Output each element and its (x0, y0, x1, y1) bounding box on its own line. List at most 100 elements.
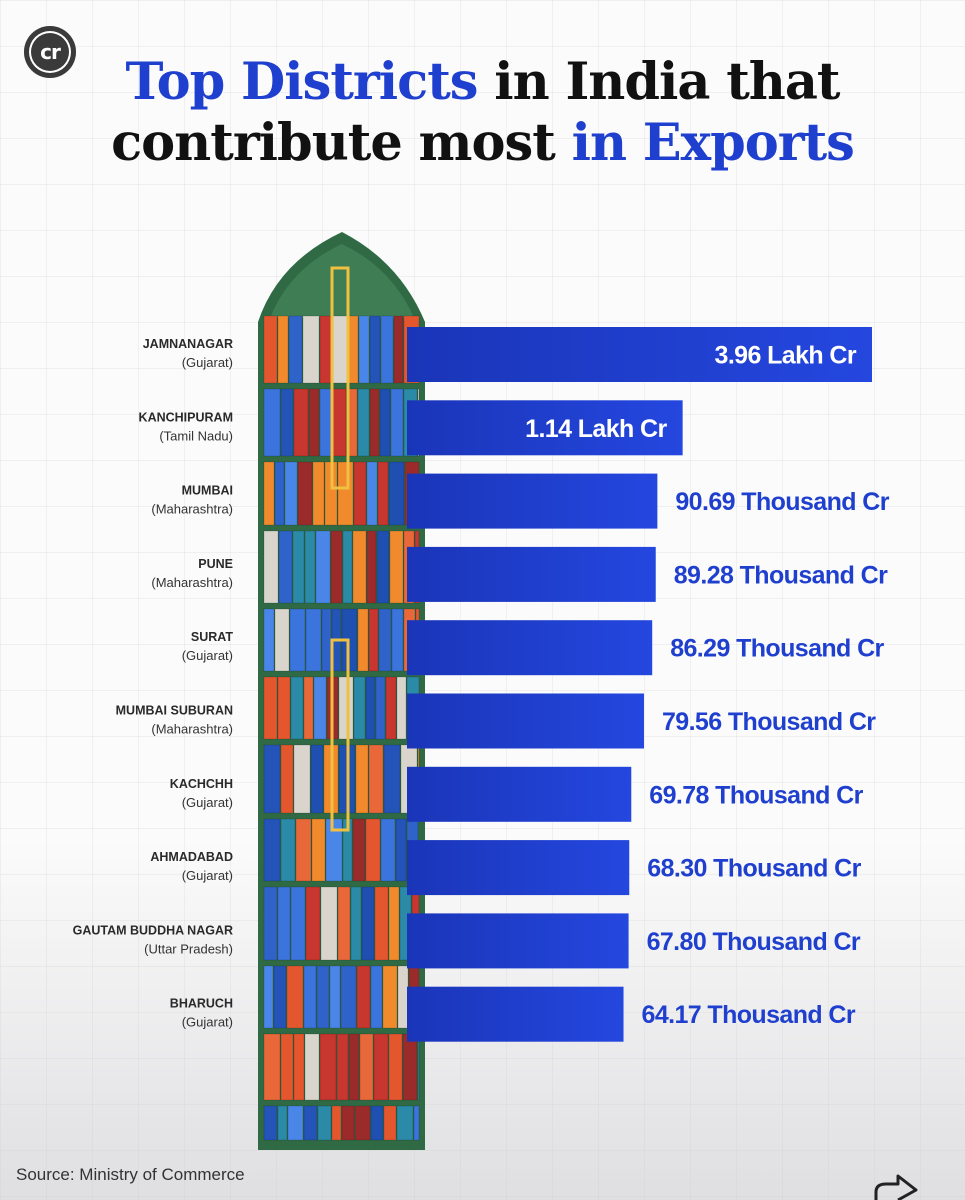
ship-container (352, 818, 366, 882)
ship-container (303, 676, 314, 740)
district-state-9: (Uttar Pradesh) (144, 941, 233, 956)
ship-container (303, 965, 317, 1029)
ship-container (325, 818, 343, 882)
district-state-7: (Gujarat) (182, 795, 233, 810)
ship-container (388, 461, 405, 526)
ship-container (278, 530, 293, 604)
ship-container (417, 1033, 420, 1101)
ship-container (263, 818, 281, 882)
ship-container (263, 965, 274, 1029)
ship-crane (330, 266, 350, 490)
page-title: Top Districts in India that contribute mo… (0, 52, 965, 174)
ship-container (293, 744, 311, 814)
ship-container (293, 1033, 305, 1101)
ship-container (383, 1105, 397, 1141)
share-icon[interactable] (872, 1170, 932, 1200)
ship-container (321, 608, 332, 672)
ship-container (365, 818, 381, 882)
ship-container (320, 886, 338, 961)
district-name-4: PUNE (198, 557, 233, 571)
ship-container (361, 886, 375, 961)
bar-value-label-7: 69.78 Thousand Cr (649, 781, 863, 809)
ship-container (305, 886, 321, 961)
ship-container (317, 1105, 332, 1141)
ship-container (263, 315, 278, 384)
ship-container (377, 461, 389, 526)
ship-container (369, 388, 380, 457)
ship-container (355, 744, 369, 814)
ship-container (365, 676, 376, 740)
ship-container (366, 461, 378, 526)
bar-9 (407, 913, 629, 969)
bar-8 (407, 840, 630, 896)
district-state-6: (Maharashtra) (151, 722, 233, 737)
ship-container (277, 1105, 288, 1141)
ship-container (378, 608, 392, 672)
ship-container (312, 461, 325, 526)
bar-5 (407, 620, 653, 676)
ship-container (289, 608, 306, 672)
ship-container (304, 1033, 320, 1101)
ship-container (273, 965, 287, 1029)
ship-container (332, 315, 349, 384)
ship-container (286, 965, 304, 1029)
ship-container (383, 744, 401, 814)
ship-container (366, 530, 377, 604)
ship-container (388, 1033, 403, 1101)
ship-container (358, 315, 370, 384)
ship-container (393, 315, 404, 384)
bar-4 (407, 546, 656, 602)
ship-container (380, 315, 394, 384)
ship-container (357, 388, 370, 457)
district-name-8: AHMADABAD (150, 850, 233, 864)
ship-container (263, 388, 281, 457)
title-part-3: contribute most (111, 113, 572, 174)
bar-value-label-8: 68.30 Thousand Cr (647, 855, 861, 883)
bar-2 (407, 400, 683, 456)
ship-crane (330, 638, 350, 832)
ship-container (331, 1105, 342, 1141)
container-ship-illustration (258, 232, 425, 1150)
ship-container (368, 608, 379, 672)
ship-container (370, 1105, 384, 1141)
ship-container (292, 530, 305, 604)
bar-series: 3.96 Lakh Cr 1.14 Lakh Cr 90.69 Thousand C… (407, 327, 890, 1042)
ship-container (290, 886, 306, 961)
title-part-1: Top Districts (125, 52, 479, 112)
bar-6 (407, 693, 644, 749)
ship-container (337, 461, 354, 526)
category-labels: JAMNANAGAR (Gujarat) KANCHIPURAM (Tamil Nad… (73, 337, 234, 1030)
source-note: Source: Ministry of Commerce (16, 1165, 245, 1184)
ship-container (284, 461, 298, 526)
ship-container (368, 744, 384, 814)
district-state-2: (Tamil Nadu) (159, 428, 233, 443)
ship-container (319, 315, 333, 384)
ship-container (375, 676, 386, 740)
ship-container (370, 965, 383, 1029)
ship-container (313, 676, 327, 740)
ship-container (391, 608, 404, 672)
ship-container (395, 818, 407, 882)
ship-container (287, 1105, 304, 1141)
district-state-5: (Gujarat) (182, 648, 233, 663)
ship-bow-deck (270, 244, 414, 318)
ship-container (319, 1033, 337, 1101)
title-part-2: in India that (477, 52, 840, 112)
ship-container (330, 530, 343, 604)
ship-container (396, 1105, 414, 1141)
ship-container (359, 1033, 374, 1101)
ship-container (379, 388, 391, 457)
ship-container (293, 388, 309, 457)
ship-container (369, 315, 381, 384)
bar-value-label-6: 79.56 Thousand Cr (662, 708, 876, 736)
bar-value-label-9: 67.80 Thousand Cr (647, 928, 861, 956)
ship-container (342, 530, 353, 604)
district-state-1: (Gujarat) (182, 355, 233, 370)
bar-value-label-5: 86.29 Thousand Cr (670, 635, 884, 663)
ship-container (350, 886, 362, 961)
ship-container (277, 676, 291, 740)
ship-container (302, 315, 320, 384)
ship-container (354, 1105, 371, 1141)
ship-container (297, 461, 313, 526)
